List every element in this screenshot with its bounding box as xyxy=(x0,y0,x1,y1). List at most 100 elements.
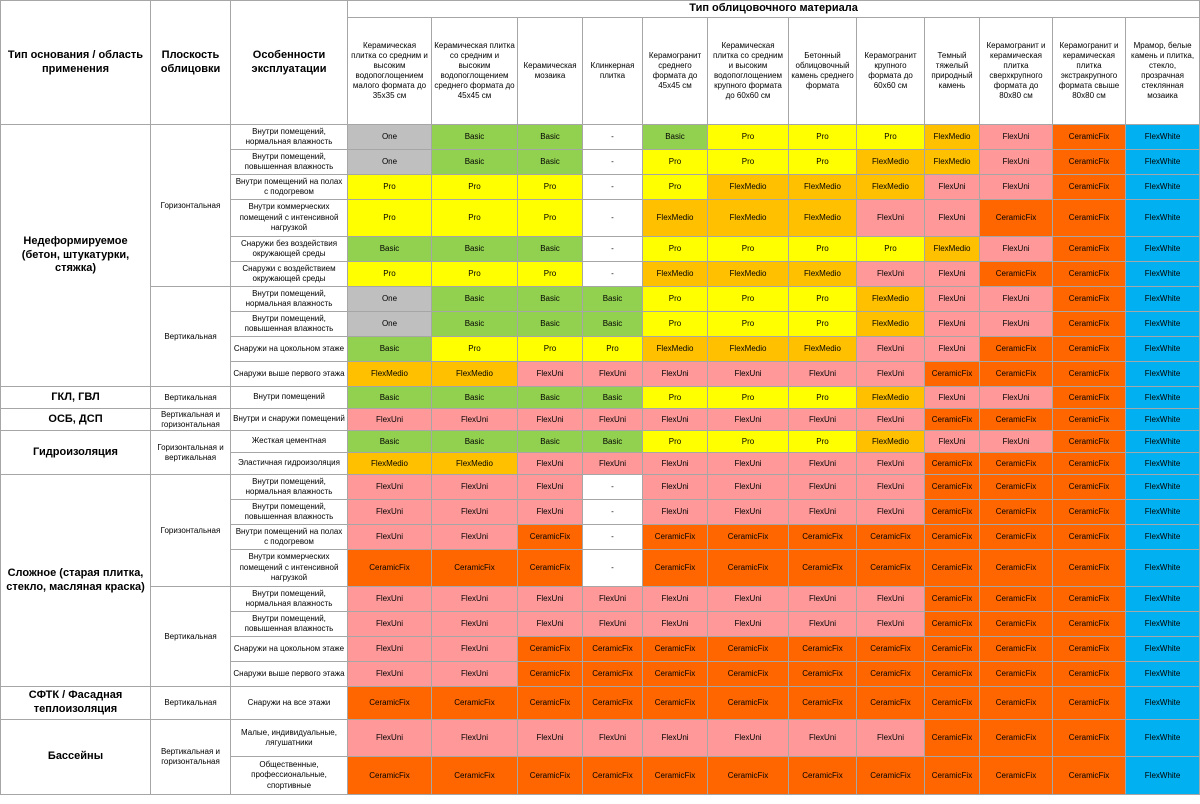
product-cell: CeramicFix xyxy=(924,499,980,525)
material-group-header: Тип облицовочного материала xyxy=(346,0,1200,18)
product-cell: CeramicFix xyxy=(642,686,708,720)
product-cell: CeramicFix xyxy=(979,452,1053,475)
product-cell: CeramicFix xyxy=(517,661,583,687)
product-cell: CeramicFix xyxy=(1052,430,1126,453)
product-cell: CeramicFix xyxy=(1052,549,1126,587)
product-cell: CeramicFix xyxy=(642,549,708,587)
condition-cell: Внутри помещений, нормальная влажность xyxy=(230,124,348,150)
product-cell: CeramicFix xyxy=(1052,311,1126,337)
product-cell: FlexMedio xyxy=(856,174,925,200)
product-cell: CeramicFix xyxy=(924,661,980,687)
product-cell: CeramicFix xyxy=(517,686,583,720)
product-cell: - xyxy=(582,149,643,175)
condition-cell: Снаружи выше первого этажа xyxy=(230,361,348,387)
product-cell: CeramicFix xyxy=(707,756,789,795)
product-cell: Basic xyxy=(582,286,643,312)
product-cell: FlexUni xyxy=(431,719,518,757)
condition-cell: Внутри помещений, повышенная влажность xyxy=(230,311,348,337)
product-cell: CeramicFix xyxy=(979,686,1053,720)
plane-cell: Вертикальная xyxy=(150,686,231,720)
product-cell: Basic xyxy=(517,386,583,409)
product-cell: CeramicFix xyxy=(347,549,432,587)
plane-header: Плоскость облицовки xyxy=(150,0,231,125)
product-cell: CeramicFix xyxy=(1052,611,1126,637)
product-cell: - xyxy=(582,124,643,150)
product-cell: FlexUni xyxy=(642,408,708,431)
product-cell: FlexUni xyxy=(924,286,980,312)
product-cell: CeramicFix xyxy=(788,524,857,550)
product-cell: CeramicFix xyxy=(1052,474,1126,500)
product-cell: FlexUni xyxy=(856,719,925,757)
product-cell: Pro xyxy=(642,174,708,200)
product-cell: CeramicFix xyxy=(1052,586,1126,612)
table-row: Бассейны Вертикальная и горизонтальная Мал… xyxy=(0,719,1200,795)
plane-cell: Вертикальная и горизонтальная xyxy=(150,408,231,431)
table-row: Внутри помещений на полах с подогревом Fl… xyxy=(1,524,1200,550)
product-cell: CeramicFix xyxy=(979,499,1053,525)
material-header: Клинкерная плитка xyxy=(582,17,643,125)
product-cell: FlexUni xyxy=(979,311,1053,337)
product-cell: CeramicFix xyxy=(517,549,583,587)
product-cell: Basic xyxy=(347,236,432,262)
product-cell: FlexWhite xyxy=(1124,430,1200,453)
product-cell: CeramicFix xyxy=(1052,361,1126,387)
table-row: Внутри коммерческих помещений с интенсив… xyxy=(1,549,1200,587)
product-cell: FlexWhite xyxy=(1124,336,1200,362)
plane-cell: Вертикальная xyxy=(150,586,231,687)
product-cell: CeramicFix xyxy=(979,336,1053,362)
product-cell: FlexUni xyxy=(347,661,432,687)
product-cell: CeramicFix xyxy=(924,524,980,550)
product-cell: Basic xyxy=(347,430,432,453)
product-cell: FlexMedio xyxy=(856,430,925,453)
product-cell: FlexWhite xyxy=(1124,686,1200,720)
product-cell: CeramicFix xyxy=(431,686,518,720)
table-row: Эластичная гидроизоляция FlexMedio FlexMed… xyxy=(1,452,1200,475)
product-cell: FlexWhite xyxy=(1124,549,1200,587)
product-cell: One xyxy=(347,286,432,312)
product-cell: FlexMedio xyxy=(707,336,789,362)
product-cell: Basic xyxy=(517,236,583,262)
product-cell: FlexWhite xyxy=(1124,361,1200,387)
product-cell: FlexUni xyxy=(788,408,857,431)
product-cell: Pro xyxy=(788,386,857,409)
condition-cell: Внутри помещений, нормальная влажность xyxy=(230,586,348,612)
product-cell: CeramicFix xyxy=(924,474,980,500)
condition-cell: Общественные, профессиональные, спортивн… xyxy=(230,756,348,795)
product-cell: Pro xyxy=(582,336,643,362)
base-header: Тип основания / область применения xyxy=(0,0,151,125)
product-cell: CeramicFix xyxy=(642,524,708,550)
product-cell: Pro xyxy=(642,149,708,175)
product-cell: Pro xyxy=(788,430,857,453)
condition-cell: Снаружи без воздействия окружающей среды xyxy=(230,236,348,262)
product-cell: FlexMedio xyxy=(924,236,980,262)
product-cell: FlexUni xyxy=(856,611,925,637)
product-cell: CeramicFix xyxy=(1052,336,1126,362)
product-cell: FlexWhite xyxy=(1124,408,1200,431)
product-cell: FlexMedio xyxy=(642,199,708,237)
product-cell: FlexUni xyxy=(856,408,925,431)
table-row: Снаружи без воздействия окружающей среды… xyxy=(1,236,1200,262)
product-cell: CeramicFix xyxy=(979,261,1053,287)
product-cell: FlexMedio xyxy=(856,386,925,409)
product-cell: Pro xyxy=(642,311,708,337)
product-cell: Basic xyxy=(517,124,583,150)
condition-cell: Снаружи на цокольном этаже xyxy=(230,336,348,362)
product-cell: Basic xyxy=(517,149,583,175)
base-type-cell: ГКЛ, ГВЛ xyxy=(0,386,151,409)
product-cell: FlexUni xyxy=(431,499,518,525)
product-cell: FlexMedio xyxy=(707,261,789,287)
product-cell: FlexMedio xyxy=(347,361,432,387)
product-cell: FlexUni xyxy=(707,719,789,757)
condition-cell: Жесткая цементная xyxy=(230,430,348,453)
table-body: Недеформируемое (бетон, штукатурки, стяж… xyxy=(0,124,1200,795)
product-cell: Pro xyxy=(707,124,789,150)
product-cell: Pro xyxy=(642,430,708,453)
product-cell: CeramicFix xyxy=(431,549,518,587)
product-cell: FlexWhite xyxy=(1124,236,1200,262)
product-cell: Basic xyxy=(582,386,643,409)
product-cell: - xyxy=(582,261,643,287)
product-cell: FlexUni xyxy=(856,261,925,287)
material-header: Керамогранит и керамическая плитка экстр… xyxy=(1052,17,1126,125)
product-cell: FlexWhite xyxy=(1124,149,1200,175)
product-cell: Pro xyxy=(707,286,789,312)
